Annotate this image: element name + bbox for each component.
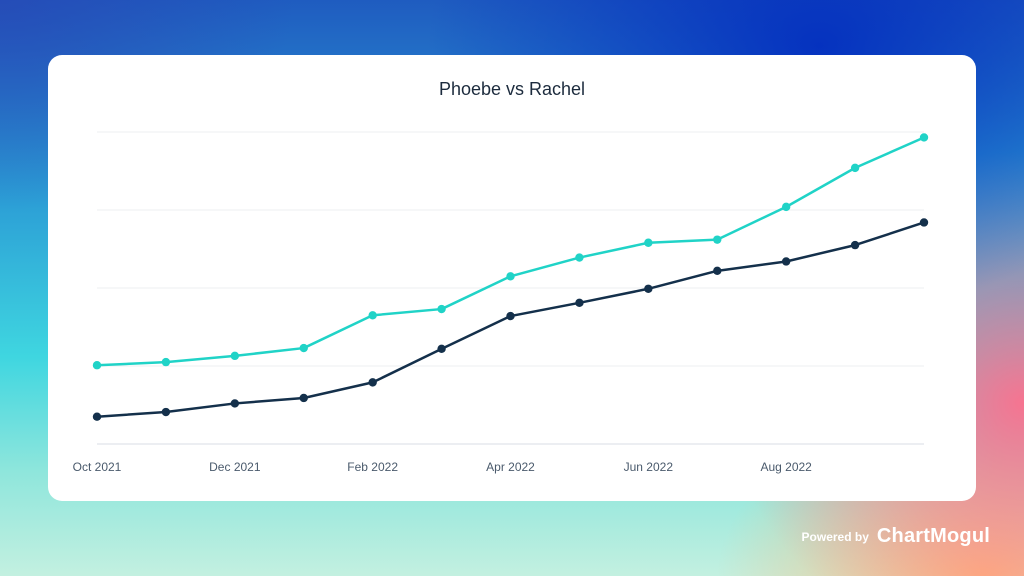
series-2-point xyxy=(850,240,860,250)
x-tick-label: Oct 2021 xyxy=(73,460,122,474)
series-2-point xyxy=(368,378,377,387)
series-1-point xyxy=(850,163,860,173)
series-1-point xyxy=(230,351,240,361)
x-tick-label: Apr 2022 xyxy=(486,460,535,474)
series-2-point xyxy=(919,218,929,227)
series-2-point xyxy=(781,257,791,266)
x-tick-label: Jun 2022 xyxy=(624,460,674,474)
series-1-point xyxy=(437,304,446,314)
series-2-point xyxy=(299,393,308,403)
powered-by-footer: Powered by ChartMogul xyxy=(802,525,990,548)
series-1-point xyxy=(575,253,584,262)
series-2-point xyxy=(92,412,102,421)
series-1-point xyxy=(713,235,722,244)
x-tick-label: Dec 2021 xyxy=(209,460,261,474)
chart-card: Phoebe vs Rachel Oct 2021 Dec 2021 Feb 202… xyxy=(48,55,976,501)
chart-title: Phoebe vs Rachel xyxy=(438,79,586,99)
series-1-point xyxy=(644,238,653,247)
series-2-point xyxy=(644,284,653,293)
series-2-point xyxy=(575,298,584,308)
series-1-point xyxy=(506,272,515,281)
series-2-point xyxy=(230,399,240,408)
brand-logo[interactable]: ChartMogul xyxy=(876,525,990,547)
series-2-point xyxy=(437,344,446,354)
series-2-point xyxy=(506,311,515,321)
series-2-point xyxy=(713,266,722,276)
series-1-point xyxy=(161,357,171,367)
series-1-point xyxy=(919,133,929,142)
x-tick-label: Feb 2022 xyxy=(347,460,398,474)
series-1-point xyxy=(92,361,102,370)
series-2-point xyxy=(161,407,171,417)
series-1-point xyxy=(781,202,791,212)
x-tick-label: Aug 2022 xyxy=(760,460,812,474)
series-1-point xyxy=(368,311,377,320)
line-chart: Oct 2021 Dec 2021 Feb 2022 Apr 2022 Jun 2022… xyxy=(73,131,929,474)
powered-by-label: Powered by xyxy=(801,529,869,544)
series-1-point xyxy=(299,343,308,353)
series-line-1 xyxy=(95,136,926,367)
